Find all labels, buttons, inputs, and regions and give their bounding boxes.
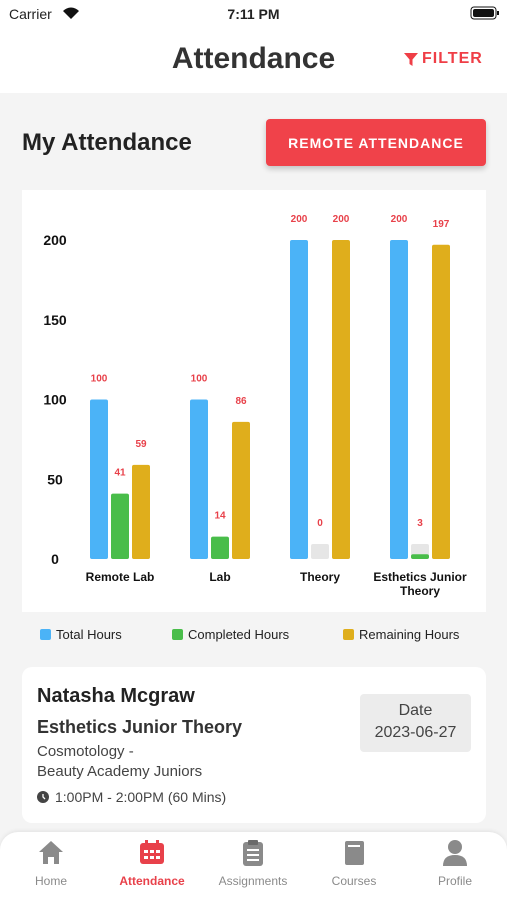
x-tick-label: Lab <box>209 570 231 584</box>
clock-icon <box>37 791 49 803</box>
legend-swatch <box>40 629 51 640</box>
bar <box>332 240 350 559</box>
battery-icon <box>470 6 499 20</box>
tab-icon <box>140 840 164 864</box>
filter-label: FILTER <box>422 50 483 67</box>
carrier: Carrier <box>9 6 52 22</box>
date-value: 2023-06-27 <box>374 724 457 741</box>
legend-item: Total Hours <box>40 627 122 642</box>
value-label: 100 <box>191 374 208 385</box>
bar-background <box>311 544 329 559</box>
wifi-icon <box>63 7 79 19</box>
bar <box>432 244 450 559</box>
tab-label: Profile <box>437 874 472 888</box>
chart-card: 0 50 100 150 200 100 41 59 100 14 86 200 0 200 200 3 197… <box>22 190 486 612</box>
filter-button[interactable]: FILTER <box>403 50 483 68</box>
bar <box>111 493 129 559</box>
remote-attendance-button[interactable]: REMOTE ATTENDANCE <box>266 119 486 166</box>
bar <box>132 464 150 559</box>
value-label: 100 <box>91 374 108 385</box>
page-title: Attendance <box>171 42 336 75</box>
time-row: 1:00PM - 2:00PM (60 Mins) <box>37 789 226 805</box>
school: Beauty Academy Juniors <box>37 763 203 780</box>
date-label: Date <box>398 702 433 719</box>
tab-icon <box>39 841 63 864</box>
bar <box>232 421 250 559</box>
value-label: 59 <box>135 439 147 450</box>
clock: 7:11 PM <box>227 6 280 22</box>
chart: 0 50 100 150 200 100 41 59 100 14 86 200 0 200 200 3 197 <box>43 214 450 567</box>
legend-label: Total Hours <box>56 627 122 642</box>
attendance-card[interactable]: Natasha Mcgraw Esthetics Junior Theory C… <box>22 667 486 823</box>
section-title: My Attendance <box>22 129 192 156</box>
bar <box>90 399 108 559</box>
tab-icon <box>243 840 263 866</box>
legend-item: Completed Hours <box>172 627 289 642</box>
y-tick-label: 200 <box>43 232 67 248</box>
tab-label: Assignments <box>218 874 288 888</box>
tab-label: Attendance <box>119 874 185 888</box>
bar <box>411 554 429 559</box>
course-name: Esthetics Junior Theory <box>37 717 243 737</box>
legend-label: Completed Hours <box>188 627 290 642</box>
date-box: Date 2023-06-27 <box>360 694 471 752</box>
legend-swatch <box>172 629 183 640</box>
value-label: 86 <box>235 396 247 407</box>
y-tick-label: 0 <box>51 551 59 567</box>
y-tick-label: 150 <box>43 312 67 328</box>
student-name: Natasha Mcgraw <box>37 685 195 707</box>
legend-item: Remaining Hours <box>343 627 459 642</box>
tab-icon <box>345 841 364 865</box>
legend-swatch <box>343 629 354 640</box>
value-label: 3 <box>417 518 423 529</box>
x-tick-label: Theory <box>299 570 340 584</box>
value-label: 200 <box>333 214 350 225</box>
value-label: 14 <box>214 511 226 522</box>
bar <box>290 240 308 559</box>
value-label: 200 <box>291 214 308 225</box>
program: Cosmotology - <box>37 743 134 760</box>
time-range: 1:00PM - 2:00PM (60 Mins) <box>55 789 227 805</box>
tab-item[interactable]: Attendance <box>102 838 202 888</box>
tab-label: Courses <box>331 874 377 888</box>
value-label: 200 <box>391 214 408 225</box>
tab-icon <box>443 840 467 866</box>
value-label: 41 <box>114 468 126 479</box>
x-tick-label: Esthetics Junior Theory <box>373 570 467 598</box>
bar <box>390 240 408 559</box>
x-tick-label: Remote Lab <box>85 570 155 584</box>
y-tick-label: 100 <box>43 392 67 408</box>
tab-item[interactable]: Assignments <box>203 838 303 888</box>
value-label: 0 <box>317 518 323 529</box>
bar <box>190 399 208 559</box>
tab-label: Home <box>34 874 67 888</box>
y-tick-label: 50 <box>47 471 63 487</box>
value-label: 197 <box>433 219 450 230</box>
header: Carrier 7:11 PM Attendance FILTER <box>0 0 507 93</box>
tab-item[interactable]: Courses <box>304 838 404 888</box>
legend-label: Remaining Hours <box>359 627 460 642</box>
bar <box>211 536 229 559</box>
tab-item[interactable]: Home <box>1 838 101 888</box>
filter-icon <box>404 53 418 66</box>
tab-item[interactable]: Profile <box>405 838 505 888</box>
